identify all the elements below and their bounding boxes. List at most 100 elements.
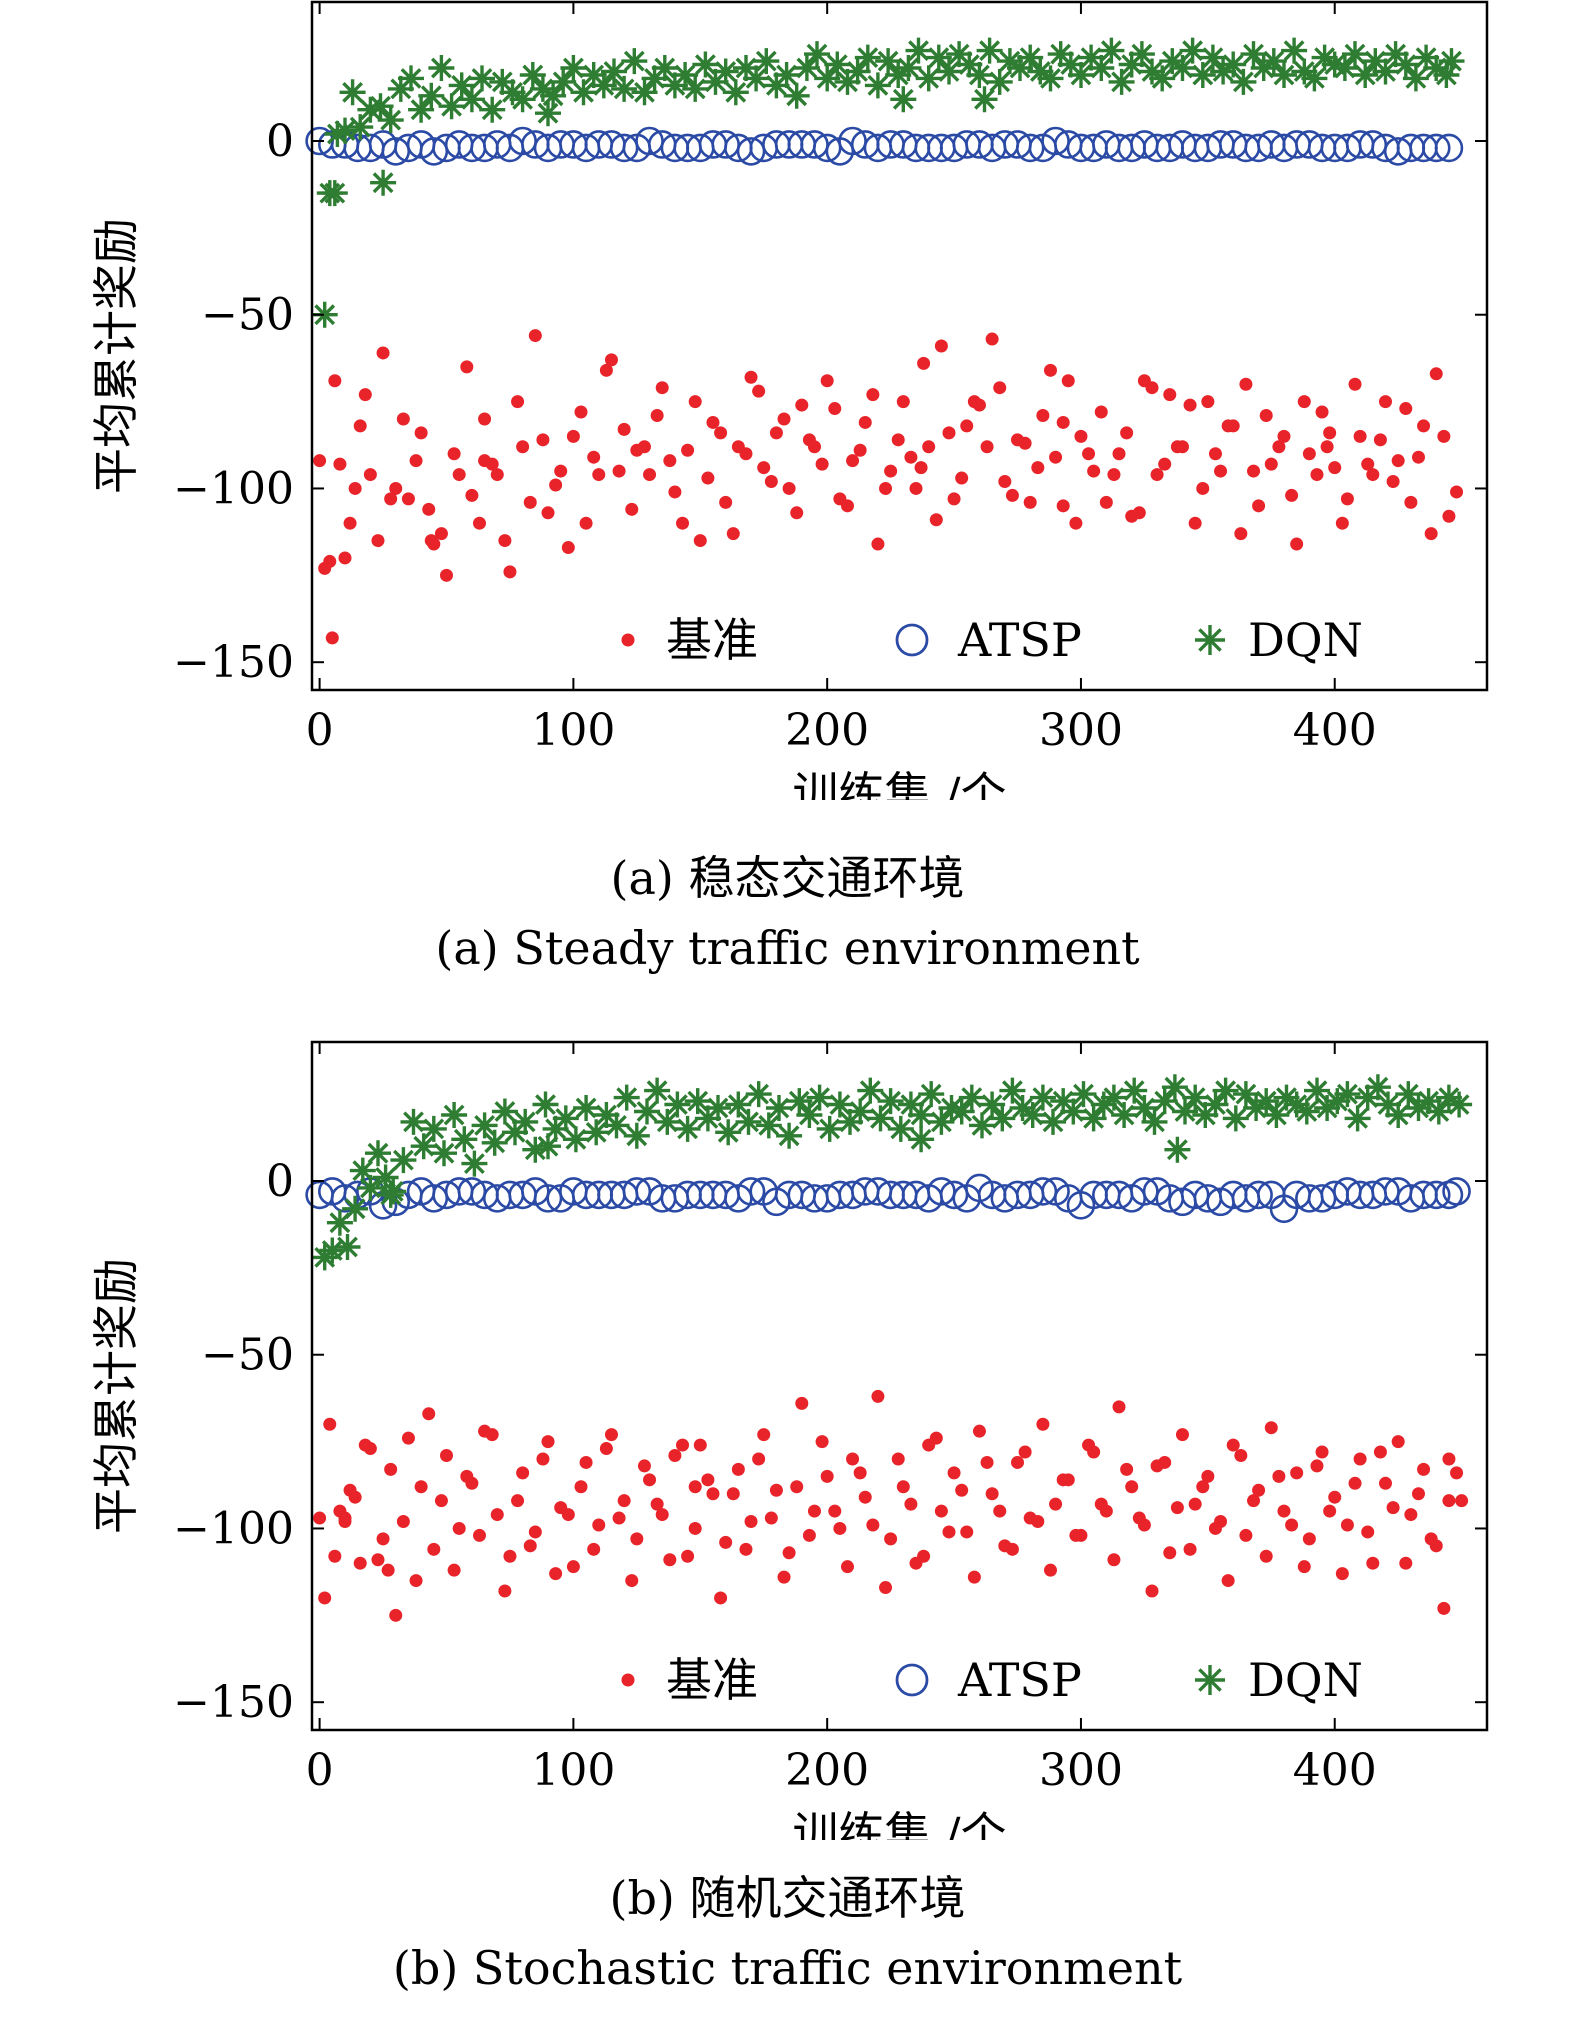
chart1-baseline-point — [676, 1438, 690, 1452]
chart1-baseline-point — [637, 1459, 651, 1473]
chart1-baseline-point — [1437, 1601, 1451, 1615]
chart1-baseline-point — [1049, 1497, 1063, 1511]
chart0-baseline-point — [929, 513, 943, 527]
chart1-baseline-point — [934, 1504, 948, 1518]
chart0-baseline-point — [528, 329, 542, 343]
chart0-baseline-point — [325, 631, 339, 645]
chart0-baseline-point — [909, 481, 923, 495]
chart0-baseline-point — [371, 534, 385, 548]
chart0-dqn-point — [418, 82, 445, 109]
chart1-dqn-point — [745, 1081, 772, 1108]
chart0-dqn-point — [357, 96, 384, 123]
chart1-baseline-point — [427, 1542, 441, 1556]
chart0-dqn-point — [1281, 37, 1308, 64]
chart1-legend-marker-atsp — [895, 1663, 929, 1697]
chart1-baseline-point — [1391, 1435, 1405, 1449]
chart1-dqn-point — [1172, 1098, 1198, 1125]
chart0-baseline-point — [1158, 457, 1172, 471]
chart1-baseline-point — [485, 1428, 499, 1442]
chart1-dqn-point — [1375, 1091, 1401, 1118]
chart0-dqn-point — [1352, 62, 1379, 88]
caption-b-cn: (b) 随机交通环境 — [609, 1871, 966, 1925]
chart0-baseline-point — [769, 426, 783, 440]
chart1-baseline-point — [579, 1455, 593, 1469]
chart1-baseline-point — [929, 1431, 943, 1445]
chart1-x-tick-label: 300 — [1039, 1745, 1123, 1796]
chart0-dqn-point — [438, 93, 465, 120]
chart0-baseline-point — [858, 415, 872, 429]
chart0-dqn-point — [1098, 37, 1125, 64]
chart0-baseline-point — [498, 534, 512, 548]
chart0-dqn-point — [519, 62, 546, 88]
chart1-dqn-point — [461, 1150, 488, 1177]
chart1-dqn-point — [958, 1084, 985, 1111]
chart1-baseline-point — [1310, 1459, 1324, 1473]
chart0-dqn-point — [814, 65, 841, 92]
chart0-dqn-point — [1240, 41, 1267, 68]
chart0-baseline-point — [465, 488, 479, 502]
chart0-baseline-point — [1163, 388, 1177, 402]
chart1-baseline-point — [947, 1466, 961, 1480]
chart1-dqn-point — [644, 1077, 671, 1104]
chart1-baseline-point — [592, 1518, 606, 1532]
chart1-baseline-point — [376, 1532, 390, 1546]
chart0-baseline-point — [452, 468, 466, 482]
chart0-dqn-point — [956, 51, 983, 78]
chart1-baseline-point — [879, 1581, 893, 1595]
chart0-baseline-point — [955, 471, 969, 485]
chart0-baseline-point — [668, 485, 682, 499]
chart0-y-tick-label: −50 — [201, 290, 294, 341]
chart0-baseline-point — [795, 398, 809, 412]
chart1-dqn-point — [1070, 1081, 1097, 1108]
caption-a-cn: (a) 稳态交通环境 — [610, 851, 965, 905]
chart0-dqn-point — [621, 48, 648, 75]
chart0-baseline-point — [1417, 419, 1431, 433]
chart0-baseline-point — [663, 454, 677, 468]
chart0-baseline-point — [401, 492, 415, 506]
chart1-baseline-point — [414, 1480, 428, 1494]
chart0-dqn-point — [499, 79, 526, 106]
chart1-dqn-point — [969, 1112, 995, 1139]
chart1-baseline-point — [1221, 1574, 1235, 1588]
chart0-baseline-point — [1145, 381, 1159, 395]
chart1-dqn-point — [847, 1098, 874, 1125]
chart1-baseline-point — [536, 1452, 550, 1466]
chart1-dqn-point — [1405, 1095, 1432, 1121]
chart0-baseline-point — [1247, 464, 1261, 478]
chart1-baseline-point — [1361, 1525, 1375, 1539]
chart1-baseline-point — [409, 1574, 423, 1588]
chart0-dqn-point — [1108, 68, 1135, 95]
chart1-baseline-point — [574, 1480, 588, 1494]
chart1-dqn-point — [1344, 1105, 1371, 1132]
chart1-baseline-point — [422, 1407, 436, 1421]
chart0-dqn-point — [1382, 41, 1409, 68]
chart0-dqn-point — [672, 62, 699, 88]
chart1-baseline-point — [566, 1560, 580, 1574]
chart1-baseline-point — [884, 1532, 898, 1546]
chart0-baseline-point — [1424, 527, 1438, 541]
chart0-baseline-point — [650, 408, 664, 422]
chart0-baseline-point — [485, 457, 499, 471]
chart1-dqn-point — [684, 1088, 711, 1115]
chart0-x-tick-label: 100 — [531, 705, 615, 756]
caption-a-en: (a) Steady traffic environment — [435, 921, 1140, 975]
chart0-dqn-point — [1220, 51, 1247, 78]
chart1-dqn-point — [1334, 1081, 1361, 1108]
chart1-dqn-point — [1435, 1084, 1462, 1111]
chart1-dqn-point — [326, 1209, 353, 1236]
chart0-baseline-point — [980, 440, 994, 454]
chart1-baseline-point — [802, 1528, 816, 1542]
chart1-baseline-point — [752, 1452, 766, 1466]
chart1-baseline-point — [1315, 1445, 1329, 1459]
chart0-dqn-point — [1057, 51, 1084, 78]
chart0-baseline-point — [1264, 457, 1278, 471]
chart0-baseline-point — [757, 461, 771, 475]
chart1-baseline-point — [815, 1435, 829, 1449]
chart1-dqn-point — [908, 1102, 935, 1128]
chart1-baseline-point — [706, 1487, 720, 1501]
chart0-x-tick-label: 200 — [785, 705, 869, 756]
chart0-dqn-point — [722, 79, 749, 106]
chart1-baseline-point — [434, 1494, 448, 1508]
chart0-baseline-point — [866, 388, 880, 402]
chart0-baseline-point — [1315, 405, 1329, 419]
